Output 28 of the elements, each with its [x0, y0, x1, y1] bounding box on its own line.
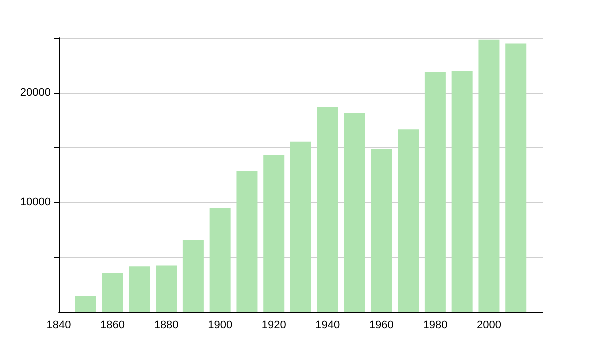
bar	[156, 266, 178, 312]
bar	[506, 44, 527, 312]
bar	[129, 266, 150, 312]
y-tick-label: 20000	[20, 86, 51, 99]
bar	[182, 240, 204, 312]
bar	[452, 71, 473, 312]
x-tick-label: 1980	[423, 320, 448, 332]
bar	[264, 155, 285, 312]
bar	[102, 273, 124, 312]
bar	[290, 142, 312, 312]
x-tick-label: 1880	[154, 320, 179, 332]
x-tick-label: 1840	[46, 320, 72, 332]
x-tick-label: 1900	[208, 320, 233, 332]
bar	[478, 40, 500, 312]
y-tick-label: 10000	[20, 196, 51, 208]
x-tick-label: 1920	[262, 320, 286, 332]
bar	[398, 130, 420, 312]
x-tick-label: 2000	[476, 320, 502, 332]
bar	[210, 208, 231, 312]
x-tick-label: 1960	[369, 320, 394, 332]
bar	[371, 149, 392, 312]
bar	[344, 112, 366, 312]
x-tick-label: 1860	[100, 320, 126, 332]
bar	[317, 106, 338, 312]
x-tick-label: 1940	[316, 320, 340, 332]
bar	[236, 171, 258, 312]
bar	[424, 72, 446, 312]
bar	[75, 296, 96, 312]
